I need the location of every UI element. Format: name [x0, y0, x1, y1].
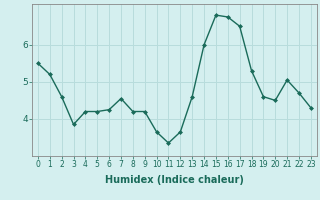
X-axis label: Humidex (Indice chaleur): Humidex (Indice chaleur)	[105, 175, 244, 185]
